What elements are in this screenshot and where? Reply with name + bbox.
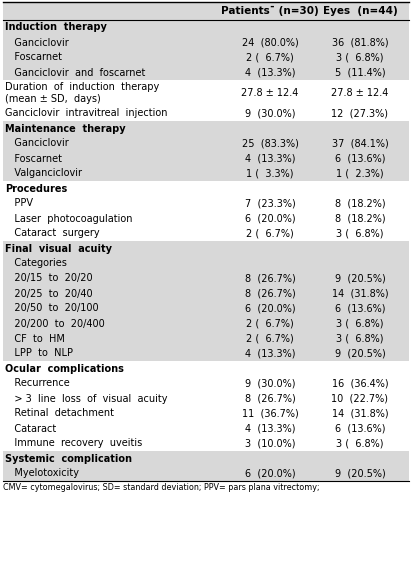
Text: Valganciclovir: Valganciclovir	[5, 168, 82, 178]
Text: Foscarnet: Foscarnet	[5, 153, 62, 163]
Text: 6  (20.0%): 6 (20.0%)	[245, 469, 295, 479]
Text: Cataract  surgery: Cataract surgery	[5, 229, 100, 239]
Text: 11  (36.7%): 11 (36.7%)	[241, 408, 298, 418]
Text: 4  (13.3%): 4 (13.3%)	[245, 349, 295, 359]
Text: Retinal  detachment: Retinal detachment	[5, 408, 114, 418]
Text: Foscarnet: Foscarnet	[5, 53, 62, 63]
Bar	[3, 316, 409, 331]
Text: Procedures: Procedures	[5, 184, 67, 194]
Text: 8  (26.7%): 8 (26.7%)	[245, 288, 295, 298]
Text: 14  (31.8%): 14 (31.8%)	[332, 288, 389, 298]
Text: Eyes  (n=44): Eyes (n=44)	[323, 6, 398, 16]
Text: 9  (20.5%): 9 (20.5%)	[335, 274, 385, 284]
Text: Ocular  complications: Ocular complications	[5, 363, 124, 373]
Text: 4  (13.3%): 4 (13.3%)	[245, 424, 295, 433]
Text: PPV: PPV	[5, 198, 33, 208]
Text: 7  (23.3%): 7 (23.3%)	[245, 198, 295, 208]
Bar	[3, 121, 409, 136]
Text: > 3  line  loss  of  visual  acuity: > 3 line loss of visual acuity	[5, 394, 168, 404]
Text: CMV= cytomegalovirus; SD= standard deviation; PPV= pars plana vitrectomy;: CMV= cytomegalovirus; SD= standard devia…	[3, 483, 320, 492]
Text: 4  (13.3%): 4 (13.3%)	[245, 67, 295, 77]
Bar	[3, 35, 409, 50]
Text: Ganciclovir: Ganciclovir	[5, 37, 69, 47]
Bar	[3, 256, 409, 271]
Text: 8  (18.2%): 8 (18.2%)	[335, 214, 385, 223]
Bar	[3, 2, 409, 20]
Text: Final  visual  acuity: Final visual acuity	[5, 243, 112, 253]
Text: 8  (18.2%): 8 (18.2%)	[335, 198, 385, 208]
Text: 16  (36.4%): 16 (36.4%)	[332, 378, 389, 388]
Bar	[3, 65, 409, 80]
Text: Induction  therapy: Induction therapy	[5, 22, 107, 33]
Bar	[3, 151, 409, 166]
Text: 5  (11.4%): 5 (11.4%)	[335, 67, 385, 77]
Bar	[3, 346, 409, 361]
Text: LPP  to  NLP: LPP to NLP	[5, 349, 73, 359]
Text: 20/50  to  20/100: 20/50 to 20/100	[5, 304, 98, 314]
Text: Myelotoxicity: Myelotoxicity	[5, 469, 79, 479]
Bar	[3, 136, 409, 151]
Bar	[3, 466, 409, 481]
Bar	[3, 20, 409, 35]
Text: 9  (20.5%): 9 (20.5%)	[335, 349, 385, 359]
Text: 20/15  to  20/20: 20/15 to 20/20	[5, 274, 93, 284]
Bar	[3, 331, 409, 346]
Bar	[3, 451, 409, 466]
Text: 3 (  6.8%): 3 ( 6.8%)	[336, 333, 384, 343]
Text: 12  (27.3%): 12 (27.3%)	[332, 108, 389, 119]
Text: 20/200  to  20/400: 20/200 to 20/400	[5, 318, 105, 329]
Text: 9  (30.0%): 9 (30.0%)	[245, 108, 295, 119]
Text: 24  (80.0%): 24 (80.0%)	[241, 37, 298, 47]
Text: 6  (13.6%): 6 (13.6%)	[335, 153, 385, 163]
Text: 14  (31.8%): 14 (31.8%)	[332, 408, 389, 418]
Text: (mean ± SD,  days): (mean ± SD, days)	[5, 94, 101, 104]
Bar	[3, 241, 409, 256]
Bar	[3, 286, 409, 301]
Text: 37  (84.1%): 37 (84.1%)	[332, 139, 389, 149]
Text: 3 (  6.8%): 3 ( 6.8%)	[336, 439, 384, 449]
Text: 6  (13.6%): 6 (13.6%)	[335, 424, 385, 433]
Text: 10  (22.7%): 10 (22.7%)	[332, 394, 389, 404]
Text: 25  (83.3%): 25 (83.3%)	[241, 139, 298, 149]
Text: 3 (  6.8%): 3 ( 6.8%)	[336, 53, 384, 63]
Text: 6  (20.0%): 6 (20.0%)	[245, 214, 295, 223]
Text: 8  (26.7%): 8 (26.7%)	[245, 274, 295, 284]
Text: 20/25  to  20/40: 20/25 to 20/40	[5, 288, 93, 298]
Text: Systemic  complication: Systemic complication	[5, 453, 132, 463]
Text: 4  (13.3%): 4 (13.3%)	[245, 153, 295, 163]
Text: 2 (  6.7%): 2 ( 6.7%)	[246, 53, 294, 63]
Text: 9  (30.0%): 9 (30.0%)	[245, 378, 295, 388]
Text: 6  (13.6%): 6 (13.6%)	[335, 304, 385, 314]
Text: Patients¯ (n=30): Patients¯ (n=30)	[221, 6, 319, 16]
Text: 1 (  3.3%): 1 ( 3.3%)	[246, 168, 294, 178]
Text: 6  (20.0%): 6 (20.0%)	[245, 304, 295, 314]
Text: 2 (  6.7%): 2 ( 6.7%)	[246, 333, 294, 343]
Text: Categories: Categories	[5, 259, 67, 269]
Text: Recurrence: Recurrence	[5, 378, 70, 388]
Text: 1 (  2.3%): 1 ( 2.3%)	[336, 168, 384, 178]
Text: CF  to  HM: CF to HM	[5, 333, 65, 343]
Text: Cataract: Cataract	[5, 424, 56, 433]
Text: 3  (10.0%): 3 (10.0%)	[245, 439, 295, 449]
Text: 8  (26.7%): 8 (26.7%)	[245, 394, 295, 404]
Text: Immune  recovery  uveitis: Immune recovery uveitis	[5, 439, 142, 449]
Text: 9  (20.5%): 9 (20.5%)	[335, 469, 385, 479]
Text: Ganciclovir  intravitreal  injection: Ganciclovir intravitreal injection	[5, 108, 168, 119]
Text: Ganciclovir  and  foscarnet: Ganciclovir and foscarnet	[5, 67, 145, 77]
Text: 27.8 ± 12.4: 27.8 ± 12.4	[241, 88, 299, 98]
Bar	[3, 301, 409, 316]
Bar	[3, 50, 409, 65]
Text: Duration  of  induction  therapy: Duration of induction therapy	[5, 82, 159, 92]
Text: 27.8 ± 12.4: 27.8 ± 12.4	[331, 88, 389, 98]
Text: 2 (  6.7%): 2 ( 6.7%)	[246, 318, 294, 329]
Bar	[3, 271, 409, 286]
Text: 2 (  6.7%): 2 ( 6.7%)	[246, 229, 294, 239]
Text: Maintenance  therapy: Maintenance therapy	[5, 123, 126, 133]
Text: 3 (  6.8%): 3 ( 6.8%)	[336, 318, 384, 329]
Text: Laser  photocoagulation: Laser photocoagulation	[5, 214, 133, 223]
Text: 36  (81.8%): 36 (81.8%)	[332, 37, 389, 47]
Text: 3 (  6.8%): 3 ( 6.8%)	[336, 229, 384, 239]
Text: Ganciclovir: Ganciclovir	[5, 139, 69, 149]
Bar	[3, 166, 409, 181]
